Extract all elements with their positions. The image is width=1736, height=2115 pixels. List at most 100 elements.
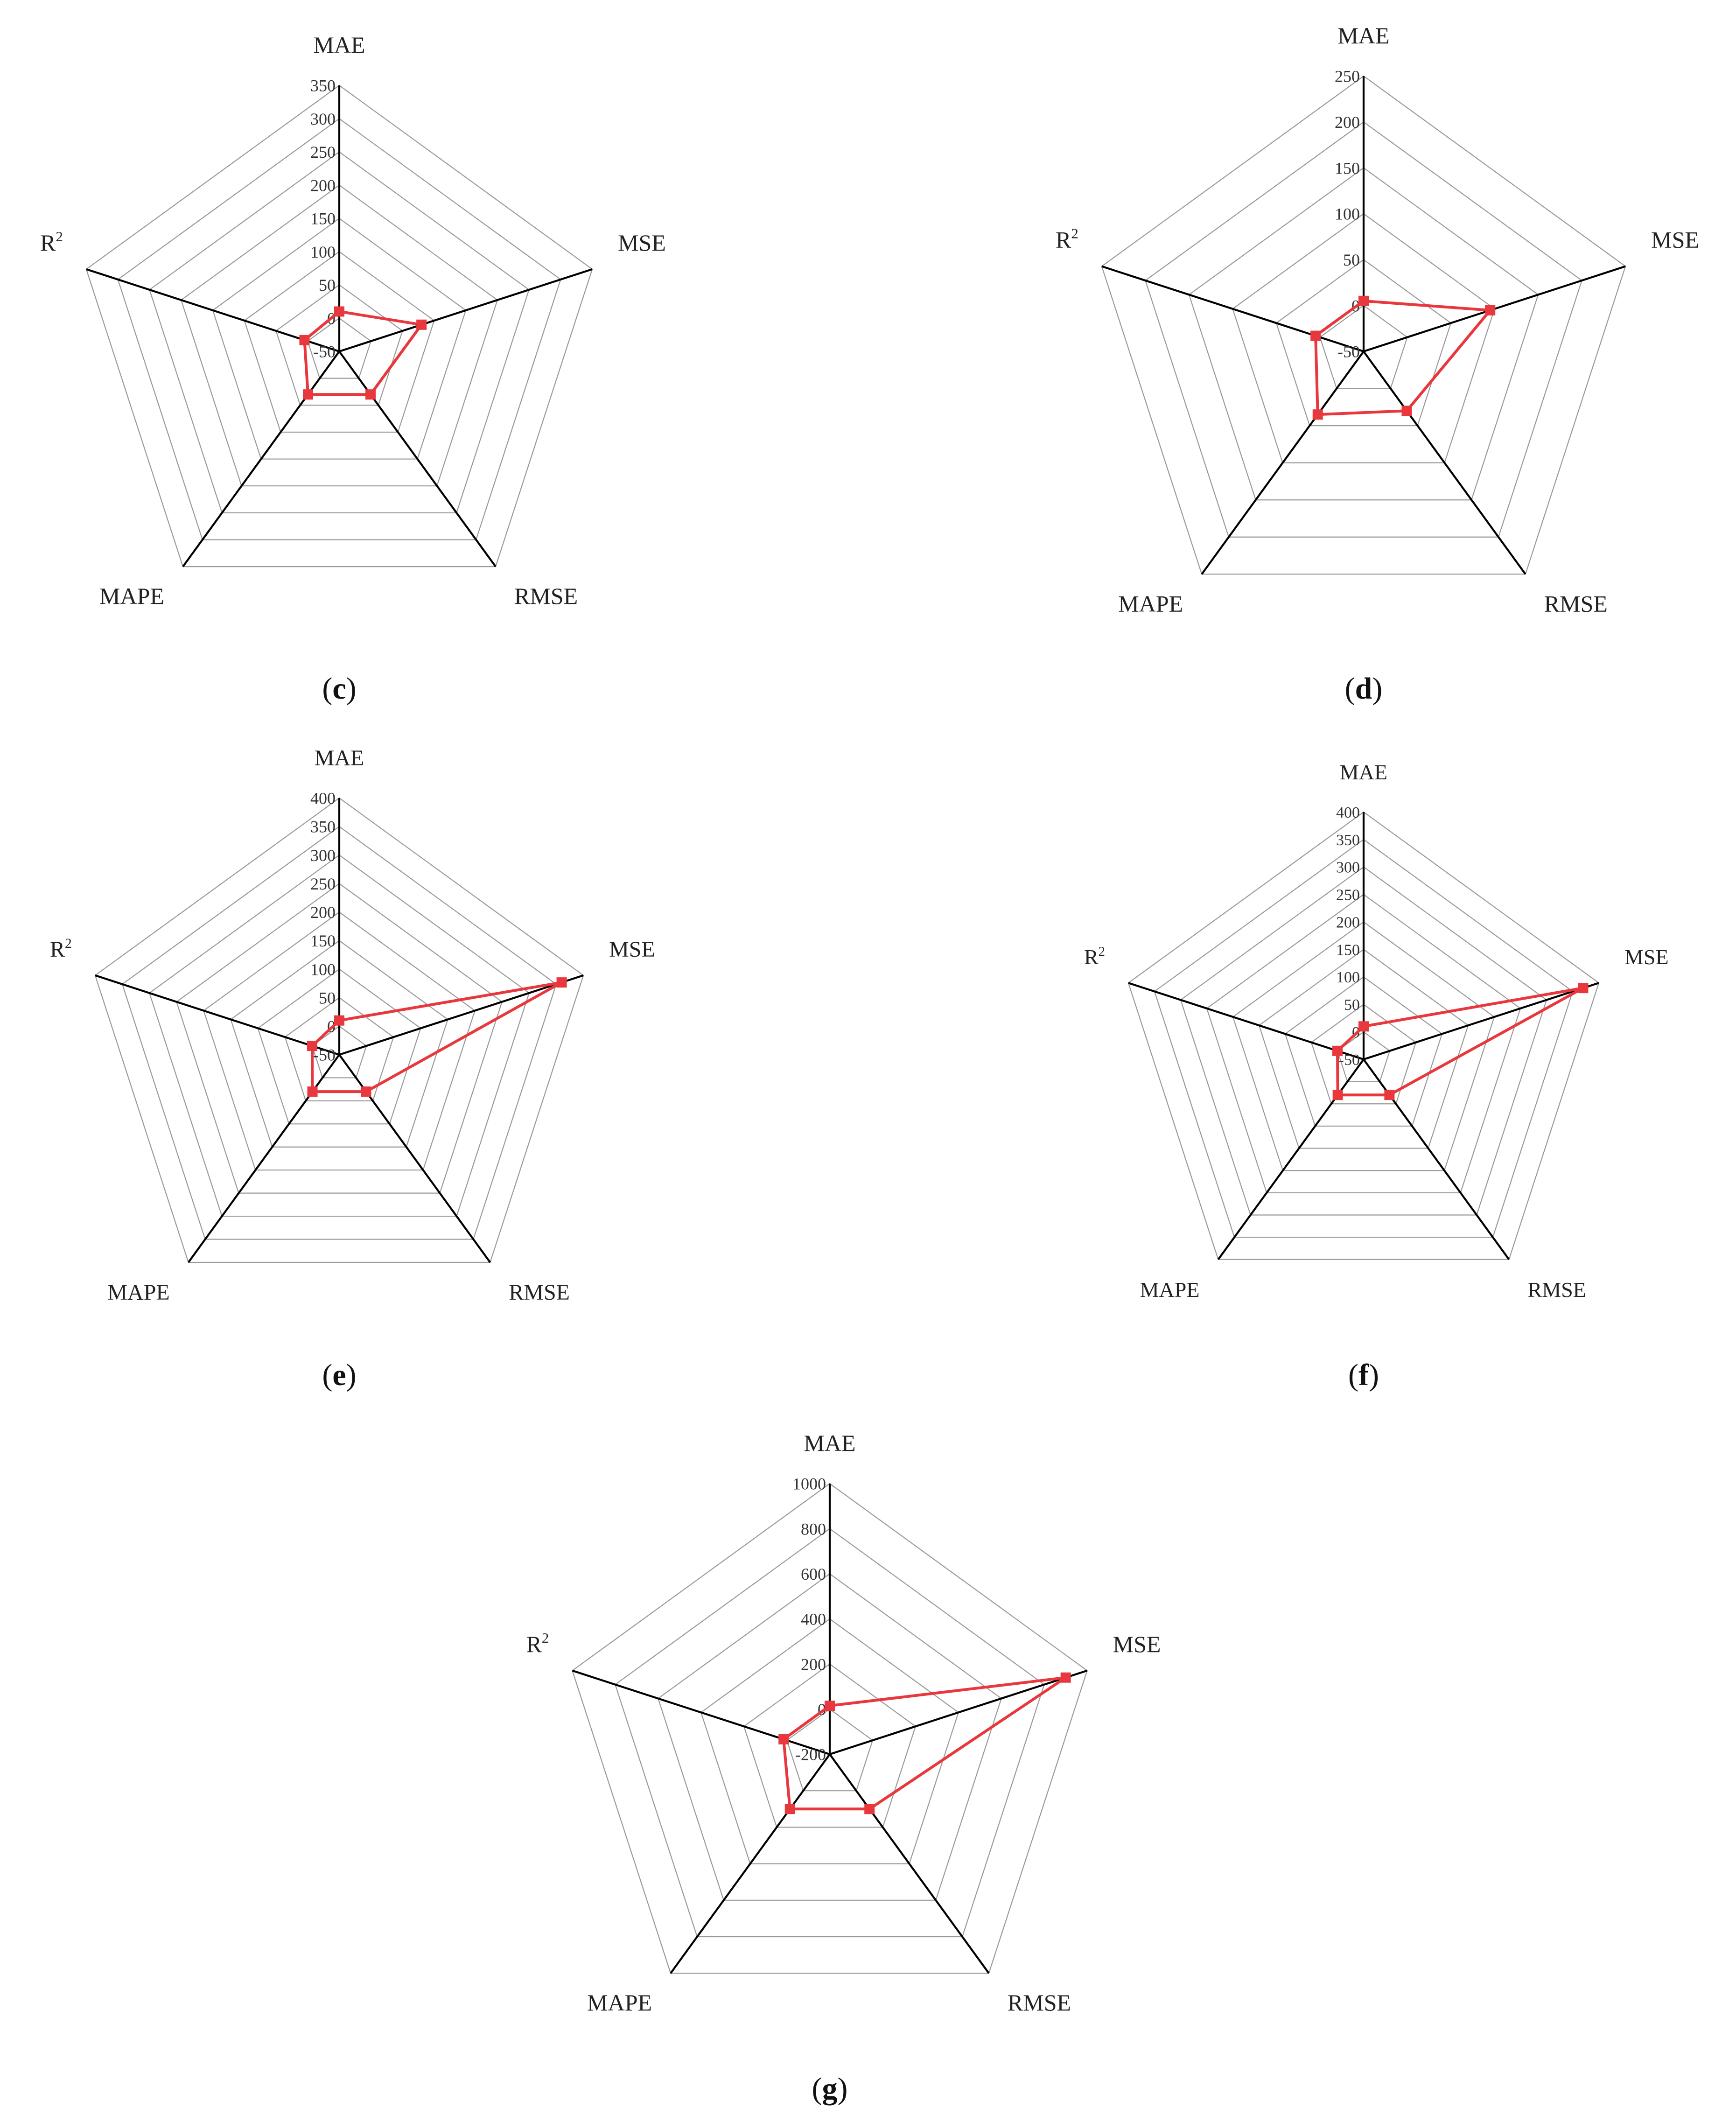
axis-label-mse: MSE xyxy=(609,937,655,962)
axis-label-mse: MSE xyxy=(1651,227,1699,253)
axis-spoke-r2 xyxy=(1101,265,1364,352)
tick-label: 600 xyxy=(801,1565,826,1583)
data-point-mae xyxy=(1358,295,1369,306)
data-point-rmse xyxy=(1401,406,1412,416)
axis-label-mse: MSE xyxy=(1624,945,1669,969)
grid-ring xyxy=(275,284,403,406)
grid-ring xyxy=(1319,305,1408,389)
axis-label-rmse: RMSE xyxy=(1544,590,1608,616)
axis-spoke-mse xyxy=(339,974,584,1056)
tick-label: 350 xyxy=(310,77,336,95)
series-line xyxy=(310,981,563,1093)
data-point-mse xyxy=(556,977,567,988)
tick-label: 300 xyxy=(310,846,336,865)
data-point-r2 xyxy=(1332,1045,1343,1056)
tick-label: -200 xyxy=(795,1745,826,1764)
grid-ring xyxy=(307,317,372,379)
tick-label: 200 xyxy=(310,903,336,922)
radar-panel-f: -50050100150200250300350400MAEMSERMSEMAP… xyxy=(1084,760,1669,1392)
data-point-rmse xyxy=(361,1086,371,1097)
data-point-r2 xyxy=(778,1734,789,1744)
grid-ring xyxy=(572,1483,1088,1974)
tick-label: 150 xyxy=(1336,941,1360,959)
axis-spoke-r2 xyxy=(86,268,340,352)
panel-caption: (f) xyxy=(1348,1358,1379,1392)
axis-label-r2: R2 xyxy=(526,1630,549,1657)
tick-label: 400 xyxy=(1336,804,1360,821)
axis-spoke-mse xyxy=(339,268,593,352)
grid-ring xyxy=(94,797,584,1263)
axis-label-rmse: RMSE xyxy=(1008,1989,1071,2016)
tick-label: 150 xyxy=(310,931,336,950)
tick-label: 50 xyxy=(319,988,336,1007)
data-point-r2 xyxy=(307,1041,317,1051)
tick-label: 300 xyxy=(1336,859,1360,876)
grid-ring xyxy=(1154,839,1574,1238)
grid-ring xyxy=(1127,811,1600,1260)
axis-label-rmse: RMSE xyxy=(1528,1278,1586,1302)
axis-label-mse: MSE xyxy=(1113,1631,1161,1657)
data-point-mape xyxy=(307,1086,318,1097)
tick-label: 350 xyxy=(310,818,336,836)
grid-ring xyxy=(257,968,421,1125)
grid-ring xyxy=(121,826,557,1240)
grid-ring xyxy=(615,1528,1045,1938)
grid-ring xyxy=(786,1708,874,1792)
axis-label-mape: MAPE xyxy=(1118,590,1183,616)
series-line xyxy=(782,1676,1067,1811)
data-point-rmse xyxy=(365,389,376,400)
tick-label: 1000 xyxy=(792,1475,826,1493)
axis-spoke-r2 xyxy=(572,1669,830,1755)
axis-spoke-r2 xyxy=(1128,982,1364,1060)
data-point-mae xyxy=(825,1701,835,1711)
grid-ring xyxy=(149,151,530,513)
grid-ring xyxy=(1101,75,1626,575)
data-point-mape xyxy=(302,389,313,400)
axis-spoke-rmse xyxy=(829,1753,990,1974)
grid-ring xyxy=(180,184,498,487)
tick-label: 350 xyxy=(1336,832,1360,849)
tick-label: 250 xyxy=(1335,67,1360,86)
data-point-mae xyxy=(334,1015,344,1026)
tick-label: 400 xyxy=(310,789,336,808)
grid-ring xyxy=(1275,259,1452,427)
data-point-mae xyxy=(1358,1021,1369,1032)
grid-ring xyxy=(117,118,561,540)
axis-label-r2: R2 xyxy=(1084,945,1105,969)
tick-label: -50 xyxy=(313,343,336,361)
axis-spoke-r2 xyxy=(95,974,340,1056)
grid-ring xyxy=(1310,1003,1417,1105)
data-point-mse xyxy=(1060,1672,1071,1683)
axis-spoke-mse xyxy=(829,1669,1088,1755)
axis-label-mape: MAPE xyxy=(1140,1278,1200,1302)
axis-label-mse: MSE xyxy=(618,230,666,256)
axis-label-mae: MAE xyxy=(1340,760,1387,784)
grid-ring xyxy=(1145,121,1582,538)
panel-caption: (c) xyxy=(322,672,356,706)
tick-label: 200 xyxy=(801,1655,826,1674)
axis-label-mae: MAE xyxy=(804,1430,855,1456)
tick-label: 150 xyxy=(1335,159,1360,177)
axis-spoke-mape xyxy=(1217,1058,1365,1261)
grid-ring xyxy=(657,1573,1002,1901)
data-point-rmse xyxy=(1384,1090,1395,1100)
tick-label: 250 xyxy=(310,143,336,161)
axis-label-mae: MAE xyxy=(315,746,364,770)
tick-label: 150 xyxy=(310,210,336,228)
grid-ring xyxy=(743,1663,917,1828)
axis-label-r2: R2 xyxy=(1056,225,1078,253)
tick-label: 250 xyxy=(1336,887,1360,904)
tick-label: 100 xyxy=(1335,205,1360,224)
data-point-mape xyxy=(784,1804,795,1814)
radar-panel-c: -50050100150200250300350MAEMSERMSEMAPER2… xyxy=(40,32,666,706)
tick-label: 800 xyxy=(801,1520,826,1538)
data-point-r2 xyxy=(1310,330,1321,341)
axis-label-mape: MAPE xyxy=(587,1989,652,2016)
data-point-mse xyxy=(1485,305,1496,315)
axis-label-rmse: RMSE xyxy=(514,583,578,609)
series-line xyxy=(303,310,423,396)
data-point-mape xyxy=(1312,409,1323,420)
tick-label: 200 xyxy=(310,176,336,195)
axis-spoke-rmse xyxy=(338,1054,491,1263)
